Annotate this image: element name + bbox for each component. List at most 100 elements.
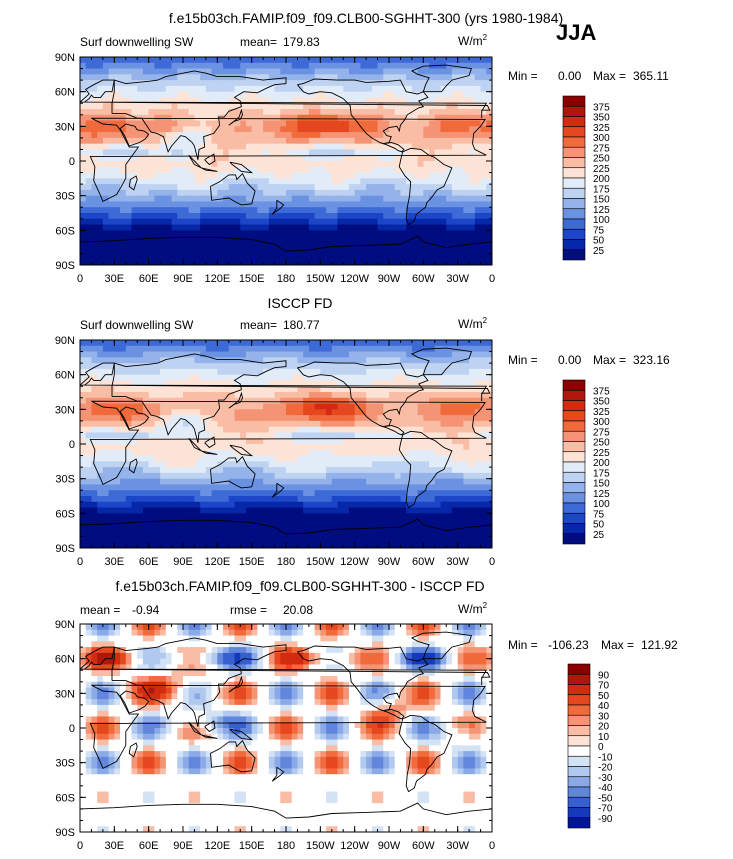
field-cell [194, 126, 201, 133]
field-cell [360, 374, 367, 382]
field-cell [211, 201, 218, 208]
field-cell [200, 455, 207, 462]
field-cell [211, 195, 218, 203]
field-cell [348, 91, 356, 99]
field-cell [280, 351, 287, 358]
field-cell [291, 496, 299, 503]
field-cell [108, 368, 115, 376]
units-exponent: 2 [482, 33, 488, 42]
field-cell [223, 490, 230, 497]
field-cell [137, 415, 144, 422]
field-cell [434, 120, 442, 127]
field-cell [274, 85, 281, 93]
field-cell [200, 438, 207, 445]
field-cell [205, 80, 213, 87]
field-cell [394, 68, 402, 75]
field-cell [274, 403, 281, 410]
field-cell [411, 155, 419, 162]
field-cell [463, 472, 470, 480]
field-cell [423, 461, 430, 468]
field-cell [286, 224, 293, 231]
field-cell [446, 155, 453, 162]
field-cell [308, 166, 316, 174]
field-cell [389, 432, 396, 439]
field-cell [440, 74, 447, 81]
field-cell [131, 403, 138, 410]
field-cell [434, 85, 442, 93]
field-cell [463, 218, 470, 226]
field-cell [469, 472, 476, 480]
field-cell [371, 426, 379, 434]
field-cell [457, 201, 464, 208]
field-cell [257, 80, 264, 87]
field-cell [389, 109, 396, 116]
field-cell [343, 397, 350, 405]
field-cell [245, 363, 253, 370]
field-cell [131, 345, 138, 353]
field-cell [274, 467, 281, 474]
field-cell [486, 62, 492, 70]
field-cell [188, 444, 196, 451]
field-cell [400, 166, 407, 174]
field-cell [263, 409, 270, 416]
field-cell [406, 236, 413, 243]
field-cell [377, 155, 384, 162]
field-cell [85, 409, 93, 416]
field-cell [228, 80, 236, 87]
field-cell [160, 253, 167, 260]
field-cell [343, 409, 350, 416]
field-cell [102, 501, 110, 509]
field-cell [314, 253, 321, 260]
field-cell [85, 184, 93, 191]
field-cell [326, 397, 333, 405]
field-cell [200, 207, 207, 214]
field-cell [177, 103, 184, 110]
field-cell [211, 259, 218, 265]
field-cell [394, 189, 402, 197]
field-cell [366, 368, 373, 376]
field-cell [400, 201, 407, 208]
field-cell [108, 415, 115, 422]
field-cell [354, 236, 361, 243]
field-cell [102, 392, 110, 399]
field-cell [377, 149, 384, 156]
field-cell [165, 97, 173, 104]
field-cell [377, 126, 384, 133]
field-cell [434, 172, 442, 179]
field-cell [474, 103, 482, 110]
field-cell [177, 363, 184, 370]
field-cell [440, 120, 447, 127]
field-cell [114, 178, 121, 185]
field-cell [211, 68, 218, 75]
field-cell [280, 392, 287, 399]
field-cell [245, 368, 253, 376]
field-cell [463, 420, 470, 428]
field-cell [297, 80, 304, 87]
field-cell [102, 472, 110, 480]
field-cell [120, 478, 127, 486]
field-cell [360, 213, 367, 220]
field-cell [91, 91, 98, 99]
field-cell [303, 420, 310, 428]
field-cell [205, 109, 213, 116]
field-cell [429, 501, 436, 509]
field-cell [234, 472, 241, 480]
field-cell [205, 137, 213, 145]
field-cell [85, 74, 93, 81]
field-cell [383, 62, 390, 70]
field-cell [125, 201, 133, 208]
field-cell [291, 472, 299, 480]
colorbar-label: 225 [593, 164, 610, 175]
field-cell [297, 155, 304, 162]
field-cell [394, 461, 402, 468]
field-cell [343, 132, 350, 139]
field-cell [131, 444, 138, 451]
field-cell [91, 444, 98, 451]
field-cell [314, 91, 321, 99]
field-cell [446, 172, 453, 179]
field-cell [263, 484, 270, 491]
field-cell [91, 143, 98, 151]
field-cell [291, 426, 299, 434]
field-cell [400, 213, 407, 220]
field-cell [394, 195, 402, 203]
